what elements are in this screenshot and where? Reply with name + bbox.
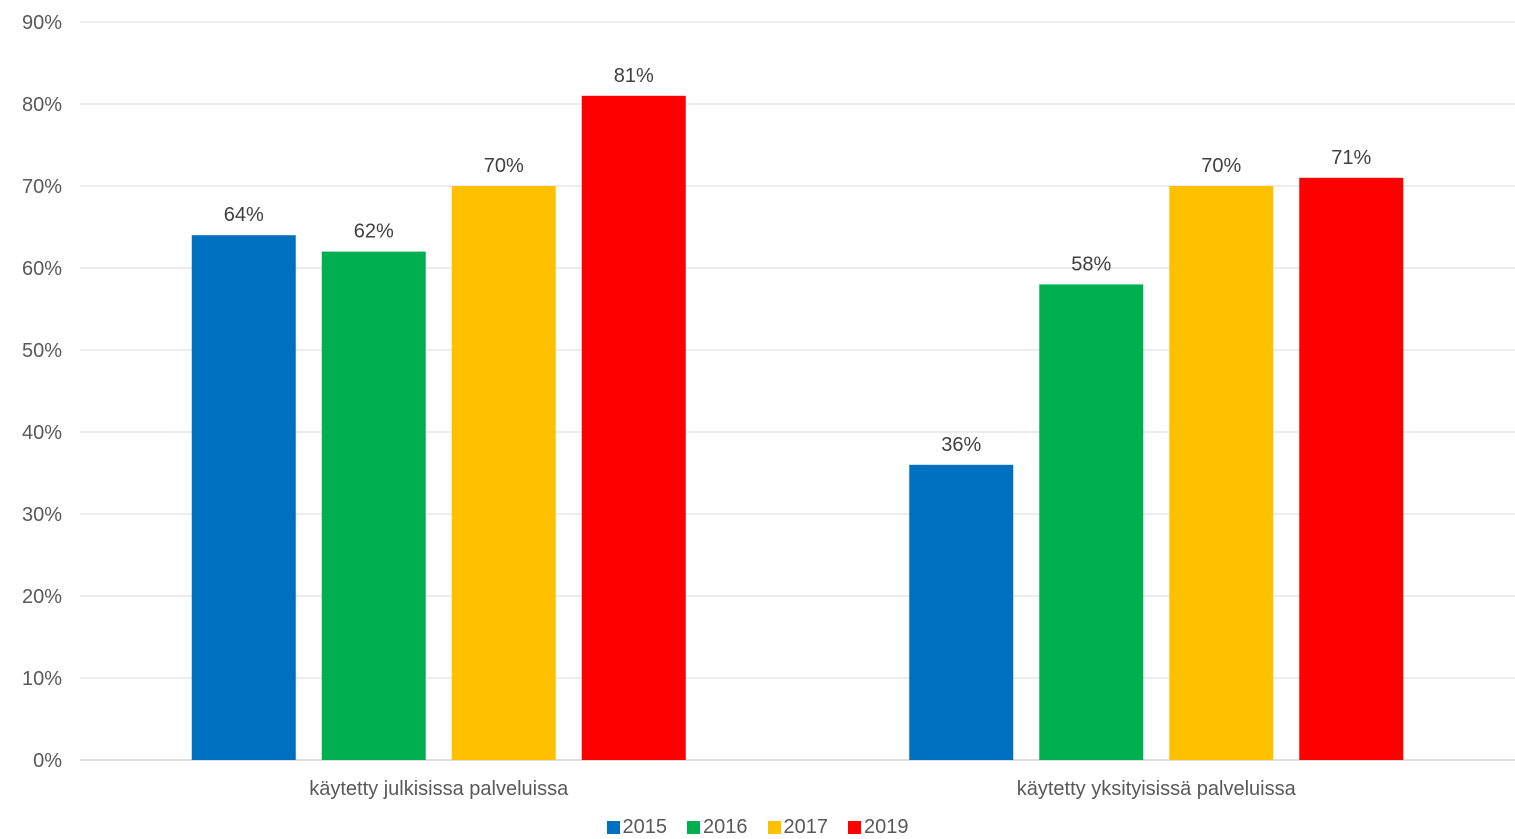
bar-2017-1 [451, 186, 556, 760]
category-label: käytetty julkisissa palveluissa [309, 778, 569, 800]
legend-item: 2016 [687, 816, 748, 839]
bar-2017-2 [1169, 186, 1274, 760]
data-label: 81% [614, 65, 654, 87]
legend-item: 2017 [767, 816, 829, 839]
legend-item: 2019 [848, 816, 909, 839]
legend-label: 2016 [703, 816, 748, 838]
y-tick-label: 20% [22, 586, 62, 608]
data-label: 70% [484, 155, 524, 177]
bar-2016-2 [1039, 284, 1144, 760]
legend: 2015 2016 2017 2019 [0, 816, 1515, 839]
data-label: 36% [941, 434, 981, 456]
bar-2019-1 [581, 95, 686, 761]
y-tick-label: 10% [22, 668, 62, 690]
y-tick-label: 30% [22, 504, 62, 526]
y-tick-label: 60% [22, 258, 62, 280]
data-label: 62% [354, 221, 394, 243]
legend-swatch [687, 821, 700, 834]
data-label: 58% [1071, 253, 1111, 275]
data-label: 64% [224, 204, 264, 226]
legend-swatch [606, 821, 620, 834]
y-tick-label: 70% [22, 176, 62, 198]
y-tick-label: 40% [22, 422, 62, 444]
data-label: 71% [1331, 147, 1371, 169]
legend-item: 2015 [606, 816, 668, 839]
bar-2016-1 [321, 251, 426, 760]
bar-2015-2 [909, 464, 1014, 760]
y-tick-label: 80% [22, 94, 62, 116]
chart-plot: 0% 10% 20% 30% 40% 50% 60% 70% 80% 90% 64% 62% 70% 81… [22, 12, 1515, 800]
bar-2019-2 [1299, 177, 1404, 761]
legend-label: 2015 [622, 816, 668, 838]
legend-swatch [767, 821, 781, 834]
legend-label: 2019 [864, 816, 909, 838]
y-tick-label: 0% [33, 750, 62, 772]
y-tick-label: 50% [22, 340, 62, 362]
legend-swatch [848, 821, 861, 834]
bar-2015-1 [191, 235, 296, 760]
y-tick-label: 90% [22, 12, 62, 34]
legend-label: 2017 [783, 816, 829, 838]
category-label: käytetty yksityisissä palveluissa [1017, 778, 1297, 800]
data-label: 70% [1201, 155, 1241, 177]
